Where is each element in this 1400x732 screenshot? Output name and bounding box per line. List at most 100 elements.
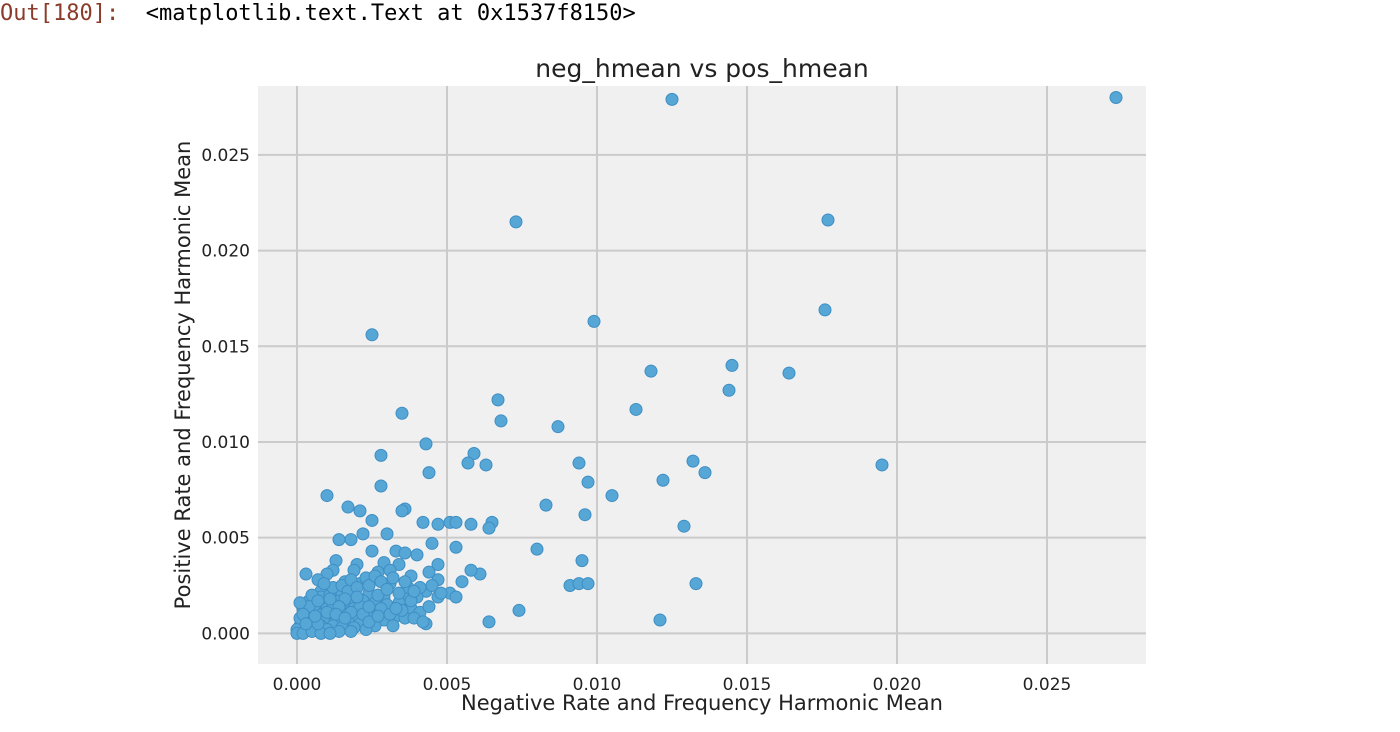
y-tick-label: 0.005 bbox=[201, 529, 250, 549]
scatter-point bbox=[422, 600, 436, 614]
x-tick-label: 0.015 bbox=[723, 675, 772, 695]
scatter-point bbox=[350, 590, 364, 604]
scatter-point bbox=[398, 546, 412, 560]
cell-output-line: Out[180]: <matplotlib.text.Text at 0x153… bbox=[0, 0, 1400, 40]
y-tick-label: 0.020 bbox=[201, 242, 250, 262]
x-tick-label: 0.020 bbox=[873, 675, 922, 695]
axes-background bbox=[258, 86, 1146, 664]
scatter-point bbox=[1109, 90, 1123, 104]
scatter-point bbox=[530, 542, 544, 556]
scatter-point bbox=[578, 508, 592, 522]
scatter-point bbox=[665, 92, 679, 106]
scatter-point bbox=[479, 458, 493, 472]
scatter-point bbox=[416, 515, 430, 529]
y-tick-label: 0.010 bbox=[201, 433, 250, 453]
scatter-point bbox=[323, 592, 337, 606]
scatter-point bbox=[422, 466, 436, 480]
scatter-point bbox=[338, 611, 352, 625]
scatter-point bbox=[512, 603, 526, 617]
scatter-point bbox=[464, 563, 478, 577]
scatter-point bbox=[482, 521, 496, 535]
scatter-point bbox=[371, 609, 385, 623]
scatter-point bbox=[782, 366, 796, 380]
scatter-point bbox=[434, 586, 448, 600]
scatter-point bbox=[341, 500, 355, 514]
scatter-point bbox=[380, 582, 394, 596]
scatter-point bbox=[455, 575, 469, 589]
scatter-point bbox=[653, 613, 667, 627]
scatter-point bbox=[875, 458, 889, 472]
scatter-point bbox=[572, 456, 586, 470]
scatter-point bbox=[644, 364, 658, 378]
scatter-point bbox=[356, 527, 370, 541]
scatter-point bbox=[491, 393, 505, 407]
x-axis-label: Negative Rate and Frequency Harmonic Mea… bbox=[461, 691, 943, 715]
scatter-point bbox=[299, 617, 313, 631]
scatter-point bbox=[821, 213, 835, 227]
y-tick-label: 0.025 bbox=[201, 146, 250, 166]
scatter-point bbox=[365, 328, 379, 342]
scatter-point bbox=[425, 536, 439, 550]
scatter-point bbox=[722, 383, 736, 397]
scatter-point bbox=[818, 303, 832, 317]
x-tick-label: 0.010 bbox=[573, 675, 622, 695]
scatter-point bbox=[449, 515, 463, 529]
scatter-point bbox=[353, 504, 367, 518]
scatter-point bbox=[539, 498, 553, 512]
chart-title: neg_hmean vs pos_hmean bbox=[535, 54, 868, 83]
scatter-point bbox=[293, 596, 307, 610]
scatter-point bbox=[482, 615, 496, 629]
scatter-point bbox=[449, 540, 463, 554]
scatter-point bbox=[389, 601, 403, 615]
scatter-point bbox=[362, 579, 376, 593]
x-tick-label: 0.005 bbox=[423, 675, 472, 695]
scatter-point bbox=[449, 590, 463, 604]
scatter-point bbox=[386, 619, 400, 633]
scatter-point bbox=[344, 533, 358, 547]
scatter-point bbox=[308, 609, 322, 623]
y-tick-label: 0.015 bbox=[201, 337, 250, 357]
scatter-point bbox=[425, 579, 439, 593]
x-tick-labels: 0.000 0.005 0.010 0.015 0.020 0.025 bbox=[273, 675, 1072, 695]
scatter-point bbox=[677, 519, 691, 533]
scatter-point bbox=[461, 456, 475, 470]
scatter-point bbox=[431, 517, 445, 531]
scatter-point bbox=[317, 577, 331, 591]
scatter-point bbox=[416, 615, 430, 629]
scatter-point bbox=[374, 479, 388, 493]
scatter-point bbox=[344, 624, 358, 638]
x-tick-label: 0.000 bbox=[273, 675, 322, 695]
grid bbox=[258, 86, 1146, 664]
scatter-point bbox=[575, 554, 589, 568]
scatter-point bbox=[656, 473, 670, 487]
scatter-point bbox=[299, 567, 313, 581]
scatter-point bbox=[365, 513, 379, 527]
scatter-point bbox=[395, 406, 409, 420]
y-tick-labels: 0.000 0.005 0.010 0.015 0.020 0.025 bbox=[201, 146, 250, 644]
y-axis-label: Positive Rate and Frequency Harmonic Mea… bbox=[171, 141, 195, 610]
scatter-point bbox=[362, 600, 376, 614]
scatter-point bbox=[509, 215, 523, 229]
scatter-point bbox=[431, 557, 445, 571]
scatter-point bbox=[587, 314, 601, 328]
scatter-point bbox=[407, 584, 421, 598]
scatter-point bbox=[629, 402, 643, 416]
scatter-point bbox=[398, 575, 412, 589]
scatter-point bbox=[686, 454, 700, 468]
scatter-point bbox=[395, 504, 409, 518]
scatter-point bbox=[551, 420, 565, 434]
scatter-point bbox=[689, 577, 703, 591]
scatter-point bbox=[422, 565, 436, 579]
scatter-point bbox=[311, 594, 325, 608]
scatter-point bbox=[725, 358, 739, 372]
scatter-points bbox=[290, 90, 1123, 640]
output-repr: <matplotlib.text.Text at 0x1537f8150> bbox=[145, 1, 636, 26]
scatter-point bbox=[374, 448, 388, 462]
scatter-point bbox=[320, 489, 334, 503]
y-tick-label: 0.000 bbox=[201, 624, 250, 644]
scatter-point bbox=[464, 517, 478, 531]
output-prompt: Out[180]: bbox=[0, 1, 120, 26]
scatter-point bbox=[323, 626, 337, 640]
x-tick-label: 0.025 bbox=[1023, 675, 1072, 695]
